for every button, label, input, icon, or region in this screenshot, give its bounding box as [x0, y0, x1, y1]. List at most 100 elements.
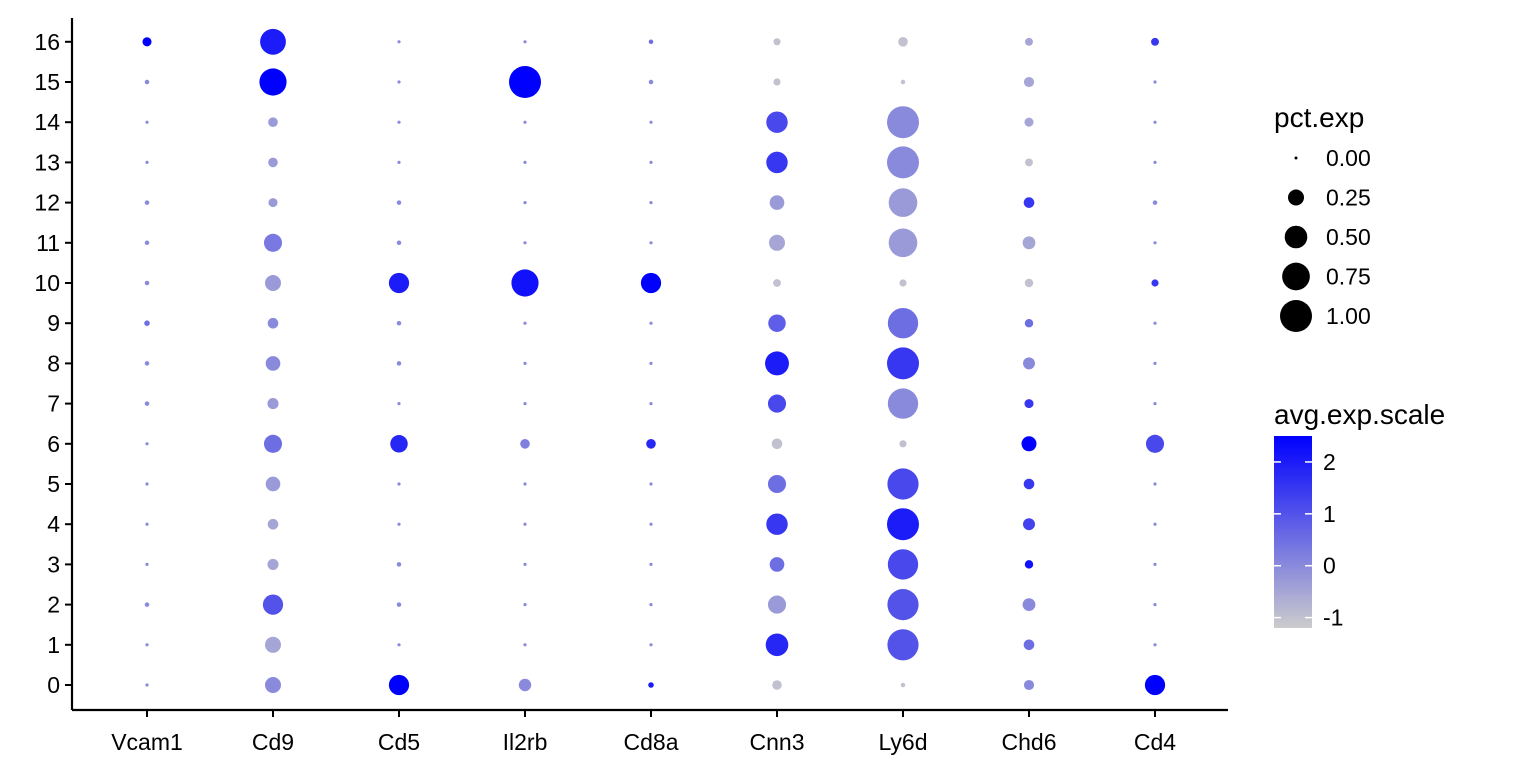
colorbar-label: -1	[1323, 605, 1343, 631]
dot-il2rb-cluster-5	[523, 482, 527, 486]
dot-ly6d-cluster-8	[887, 347, 919, 380]
dot-chd6-cluster-14	[1024, 117, 1034, 127]
dot-ly6d-cluster-13	[887, 146, 919, 179]
dot-vcam1-cluster-16	[142, 37, 152, 47]
dot-cd8a-cluster-15	[648, 79, 654, 85]
dot-vcam1-cluster-12	[144, 200, 150, 205]
dot-il2rb-cluster-12	[523, 201, 527, 205]
dot-ly6d-cluster-9	[887, 308, 919, 339]
x-tick-label: Cnn3	[750, 729, 805, 755]
dot-ly6d-cluster-4	[887, 508, 919, 541]
dot-vcam1-cluster-15	[144, 79, 150, 85]
dot-ly6d-cluster-0	[900, 682, 906, 688]
dot-cd4-cluster-13	[1153, 160, 1157, 164]
y-tick-label: 9	[47, 310, 60, 336]
dot-chd6-cluster-10	[1024, 278, 1034, 288]
dot-cnn3-cluster-9	[768, 314, 786, 332]
dot-cd5-cluster-16	[397, 40, 401, 44]
plot-area	[142, 28, 1166, 696]
dot-il2rb-cluster-2	[523, 603, 527, 607]
dot-il2rb-cluster-15	[509, 66, 541, 98]
x-tick-label: Ly6d	[878, 729, 927, 755]
dot-chd6-cluster-5	[1023, 478, 1035, 490]
dot-chd6-cluster-12	[1023, 197, 1035, 208]
dot-cd9-cluster-4	[267, 518, 279, 530]
y-tick-label: 2	[47, 592, 60, 618]
dot-il2rb-cluster-3	[523, 562, 527, 567]
dot-cd9-cluster-10	[265, 275, 281, 291]
dot-cd9-cluster-6	[263, 434, 283, 453]
dot-cd8a-cluster-10	[640, 272, 662, 294]
dot-chd6-cluster-6	[1021, 436, 1037, 452]
dot-vcam1-cluster-2	[144, 602, 150, 607]
dot-cnn3-cluster-5	[767, 474, 787, 494]
dot-cd4-cluster-16	[1151, 37, 1159, 46]
dot-cd5-cluster-5	[397, 482, 401, 486]
dot-ly6d-cluster-2	[887, 589, 919, 621]
dot-ly6d-cluster-6	[899, 440, 907, 448]
dot-cd4-cluster-14	[1153, 120, 1157, 124]
dot-cd8a-cluster-2	[649, 603, 653, 607]
dot-cd9-cluster-14	[268, 117, 278, 127]
dot-il2rb-cluster-16	[523, 40, 527, 44]
dot-vcam1-cluster-13	[145, 160, 149, 164]
y-tick-label: 5	[47, 471, 60, 497]
dot-cd4-cluster-4	[1153, 522, 1157, 526]
x-tick-label: Cd9	[252, 729, 294, 755]
dot-cd9-cluster-11	[263, 233, 283, 252]
dot-il2rb-cluster-9	[523, 321, 527, 325]
dot-cd8a-cluster-7	[649, 402, 653, 406]
dot-ly6d-cluster-3	[887, 549, 919, 580]
dot-cd9-cluster-9	[267, 317, 279, 329]
dot-chd6-cluster-9	[1024, 318, 1034, 328]
y-tick-label: 0	[47, 672, 60, 698]
dot-il2rb-cluster-14	[523, 120, 527, 124]
dot-cnn3-cluster-16	[773, 38, 781, 46]
dot-cnn3-cluster-1	[765, 633, 789, 657]
dot-chd6-cluster-8	[1023, 357, 1035, 370]
dot-cd4-cluster-2	[1153, 603, 1157, 607]
dot-cd8a-cluster-12	[649, 201, 653, 205]
dot-cd8a-cluster-3	[649, 562, 653, 567]
size-legend-dot	[1284, 225, 1308, 249]
dot-cd5-cluster-9	[396, 320, 402, 326]
y-tick-label: 15	[34, 69, 60, 95]
dot-cd4-cluster-10	[1151, 279, 1159, 287]
dot-cd5-cluster-3	[396, 562, 402, 567]
dot-il2rb-cluster-7	[523, 402, 527, 406]
dot-vcam1-cluster-3	[145, 562, 149, 567]
y-tick-label: 16	[34, 29, 60, 55]
dot-cd4-cluster-15	[1153, 80, 1157, 84]
dot-chd6-cluster-11	[1022, 236, 1036, 250]
dot-cd8a-cluster-13	[649, 160, 653, 164]
dot-cd5-cluster-4	[397, 522, 401, 526]
size-legend-dot	[1282, 262, 1310, 291]
colorbar-label: 1	[1323, 501, 1336, 527]
y-tick-label: 3	[47, 551, 60, 577]
dot-cnn3-cluster-8	[765, 351, 789, 376]
y-tick-label: 14	[34, 109, 60, 135]
dot-cd4-cluster-8	[1153, 361, 1157, 365]
x-tick-label: Cd4	[1134, 729, 1176, 755]
dot-cd8a-cluster-1	[649, 643, 653, 647]
dot-cd8a-cluster-0	[648, 682, 654, 688]
y-tick-label: 8	[47, 350, 60, 376]
size-legend-label: 0.75	[1326, 264, 1371, 290]
dot-vcam1-cluster-11	[144, 240, 150, 246]
colorbar	[1274, 436, 1312, 628]
dot-cd8a-cluster-6	[646, 439, 656, 449]
dot-ly6d-cluster-12	[888, 188, 918, 217]
dot-vcam1-cluster-14	[145, 120, 149, 124]
dot-vcam1-cluster-9	[144, 320, 150, 326]
dot-cd5-cluster-10	[388, 272, 410, 294]
y-tick-label: 6	[47, 431, 60, 457]
dot-cd4-cluster-3	[1153, 562, 1157, 567]
dot-ly6d-cluster-10	[899, 279, 907, 287]
dot-ly6d-cluster-1	[887, 629, 919, 661]
dot-cd5-cluster-8	[396, 361, 402, 366]
dot-chd6-cluster-0	[1023, 679, 1035, 691]
dot-il2rb-cluster-11	[523, 241, 527, 245]
dot-il2rb-cluster-4	[523, 522, 527, 526]
dot-cd5-cluster-1	[397, 643, 401, 647]
dot-cd4-cluster-0	[1144, 674, 1166, 696]
